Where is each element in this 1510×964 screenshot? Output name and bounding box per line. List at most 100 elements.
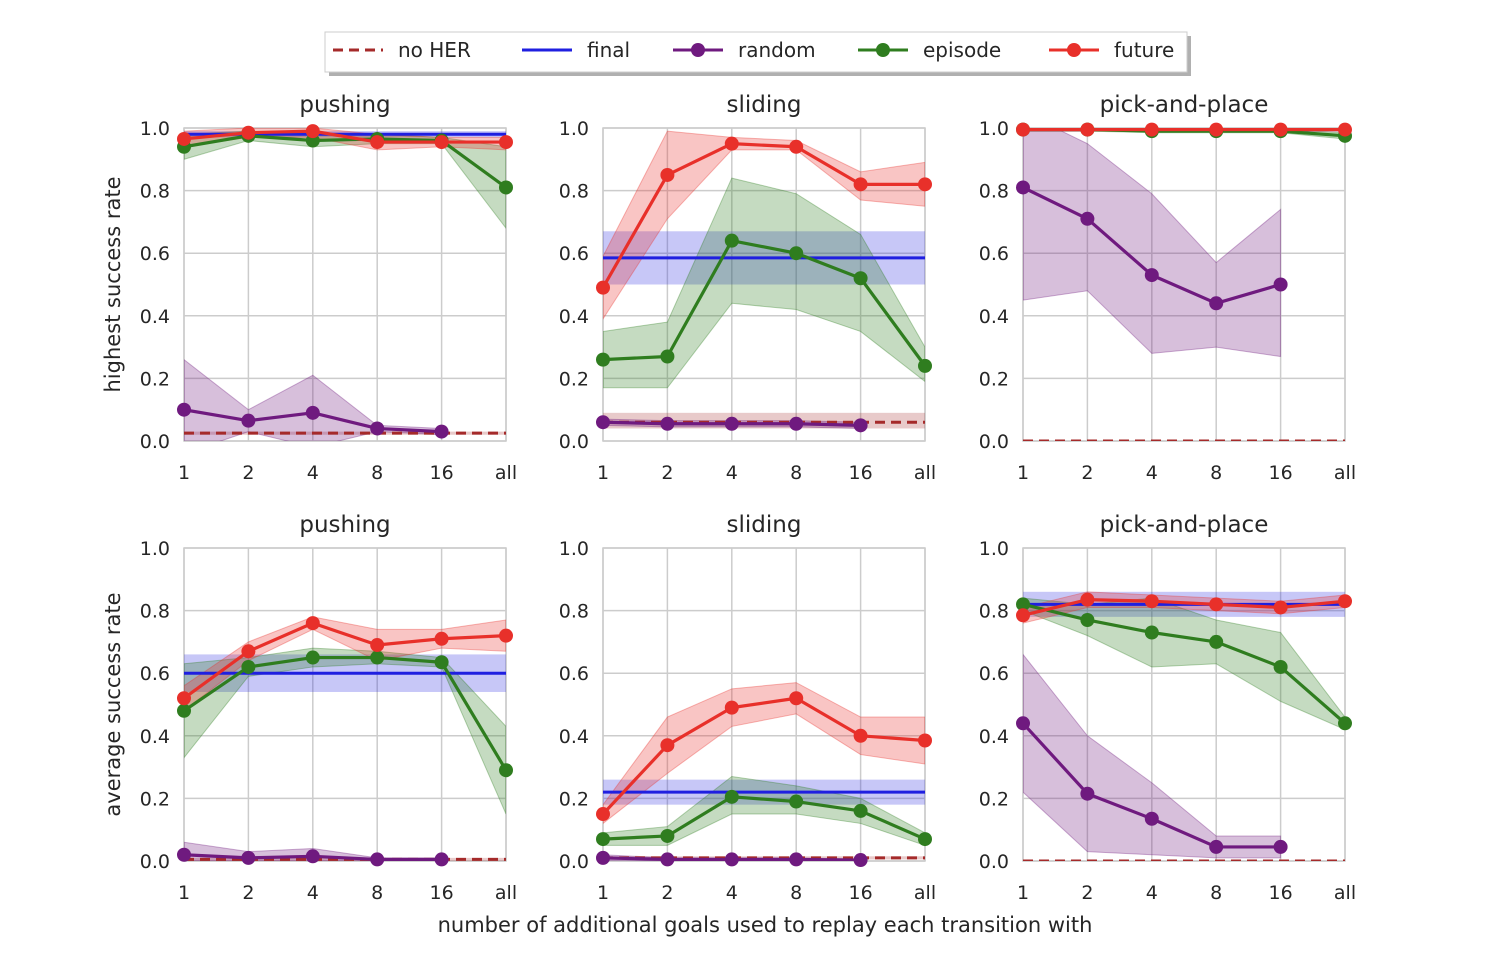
x-tick-label: 4 [726, 462, 738, 484]
episode-point [596, 352, 610, 367]
episode-point [434, 655, 449, 670]
episode-point [789, 246, 804, 261]
episode-point [1080, 612, 1095, 627]
x-tick-label: all [495, 882, 517, 904]
future-point [789, 691, 804, 706]
random-point [1209, 839, 1224, 854]
future-point [660, 167, 675, 182]
future-point [724, 136, 739, 151]
y-tick-label: 0.4 [979, 306, 1009, 328]
episode-point [499, 180, 513, 195]
y-tick-label: 0.4 [979, 726, 1009, 748]
legend-frame [324, 31, 1188, 73]
y-tick-label: 0.0 [559, 851, 589, 873]
legend-episode-marker [876, 43, 890, 57]
legend-random-label: random [738, 38, 816, 62]
future-point [241, 644, 256, 659]
y-axis-label: average success rate [101, 592, 125, 816]
future-line [603, 696, 925, 816]
future-point [660, 738, 675, 753]
y-tick-label: 0.2 [979, 788, 1009, 810]
grid [183, 127, 507, 442]
episode-point [1016, 597, 1030, 612]
y-tick-label: 1.0 [979, 538, 1009, 560]
episode-point [660, 349, 675, 364]
future-point [1080, 122, 1095, 137]
episode-point [660, 828, 675, 843]
x-tick-label: 1 [1017, 462, 1029, 484]
random-point [1144, 268, 1159, 283]
future-line [184, 129, 506, 144]
episode-point [1209, 634, 1224, 649]
future-point [918, 177, 932, 192]
x-tick-label: 16 [1269, 462, 1293, 484]
y-tick-label: 0.8 [140, 181, 170, 203]
future-point [305, 124, 320, 139]
panel-2: sliding 1 2 4 8 16 all 0.0 0.2 0.4 0.6 0.8 1.0 [559, 92, 936, 484]
future-point [918, 733, 932, 748]
random-point [1080, 786, 1095, 801]
x-tick-label: all [914, 462, 936, 484]
future-point [434, 631, 449, 646]
episode-point [1273, 659, 1288, 674]
y-tick-label: 1.0 [140, 538, 170, 560]
random-point [724, 416, 739, 431]
future-band [603, 682, 925, 825]
y-tick-label: 0.6 [140, 663, 170, 685]
x-tick-label: all [1334, 462, 1356, 484]
random-point [1144, 811, 1159, 826]
y-tick-label: 0.4 [140, 726, 170, 748]
legend: no HER final random episode future [324, 31, 1191, 76]
y-tick-label: 1.0 [559, 118, 589, 140]
episode-band [603, 177, 925, 389]
episode-point [853, 803, 868, 818]
episode-point [789, 794, 804, 809]
x-tick-label: 2 [1081, 882, 1093, 904]
future-line [603, 142, 925, 289]
y-tick-label: 0.8 [559, 601, 589, 623]
y-tick-label: 0.4 [559, 306, 589, 328]
x-tick-label: 2 [661, 882, 673, 904]
x-tick-label: 8 [790, 882, 802, 904]
plot-area [184, 616, 506, 861]
y-tick-label: 0.2 [140, 788, 170, 810]
random-point [1273, 277, 1288, 292]
y-tick-label: 0.2 [979, 368, 1009, 390]
future-point [370, 638, 385, 653]
x-tick-label: 8 [371, 882, 383, 904]
future-point [241, 125, 256, 140]
episode-point [596, 832, 610, 847]
y-tick-label: 0.4 [140, 306, 170, 328]
legend-item-no-her: no HER [333, 38, 471, 62]
random-point [370, 421, 385, 436]
x-tick-label: 16 [430, 462, 454, 484]
x-tick-label: 1 [1017, 882, 1029, 904]
x-tick-label: 1 [178, 462, 190, 484]
episode-point [1144, 625, 1159, 640]
random-point [724, 852, 739, 867]
legend-random-marker [691, 43, 705, 57]
random-point [1016, 716, 1030, 731]
random-point [660, 416, 675, 431]
future-point [1273, 600, 1288, 615]
random-point [241, 850, 256, 865]
panel-1: pushing 1 2 4 8 16 all 0.0 0.2 0.4 0.6 0.8 1.0 highes… [101, 92, 517, 484]
y-tick-label: 0.2 [559, 368, 589, 390]
legend-item-future: future [1049, 38, 1174, 62]
random-point [434, 852, 449, 867]
plot-frame [183, 127, 507, 442]
random-point [1080, 211, 1095, 226]
random-point [1273, 839, 1288, 854]
legend-item-final: final [522, 38, 630, 62]
episode-band [184, 647, 506, 815]
random-point [789, 852, 804, 867]
legend-future-label: future [1114, 38, 1174, 62]
x-tick-label: 1 [597, 882, 609, 904]
episode-point [853, 271, 868, 286]
panel-3: pick-and-place 1 2 4 8 16 all 0.0 0.2 0.4 0.6 0.8 1.… [979, 92, 1356, 484]
x-tick-label: 4 [1146, 882, 1158, 904]
panel-title: sliding [727, 92, 802, 118]
y-tick-label: 0.8 [140, 601, 170, 623]
future-point [596, 280, 610, 295]
x-tick-label: 2 [661, 462, 673, 484]
